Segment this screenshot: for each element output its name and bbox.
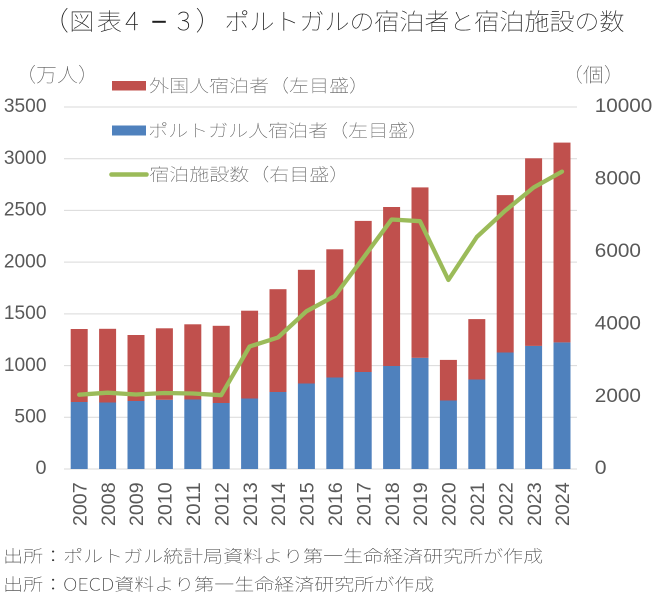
svg-text:2009: 2009 [127,482,148,526]
svg-text:2016: 2016 [326,482,347,526]
svg-text:2014: 2014 [269,482,290,526]
svg-text:2017: 2017 [354,482,375,526]
svg-text:2024: 2024 [553,482,574,526]
svg-text:0: 0 [36,458,47,479]
svg-text:2008: 2008 [99,482,120,526]
svg-text:2023: 2023 [525,482,546,526]
svg-text:2019: 2019 [411,482,432,526]
svg-text:2018: 2018 [383,482,404,526]
svg-text:1000: 1000 [4,355,47,376]
svg-text:2500: 2500 [4,200,47,221]
svg-text:3500: 3500 [4,96,47,117]
svg-text:8000: 8000 [595,169,641,190]
svg-text:0: 0 [595,458,607,479]
svg-text:2020: 2020 [440,482,461,526]
svg-text:2021: 2021 [468,482,489,526]
svg-text:500: 500 [14,407,46,428]
svg-text:2000: 2000 [4,251,47,272]
svg-text:2011: 2011 [184,482,205,526]
svg-text:2012: 2012 [212,482,233,526]
svg-text:2000: 2000 [595,386,641,407]
svg-text:2007: 2007 [70,482,91,526]
svg-text:10000: 10000 [595,96,653,117]
svg-text:2015: 2015 [298,482,319,526]
svg-text:3000: 3000 [4,148,47,169]
svg-text:4000: 4000 [595,313,641,334]
svg-text:1500: 1500 [4,303,47,324]
svg-text:2010: 2010 [156,482,177,526]
svg-text:2022: 2022 [496,482,517,526]
svg-text:6000: 6000 [595,241,641,262]
svg-text:2013: 2013 [241,482,262,526]
